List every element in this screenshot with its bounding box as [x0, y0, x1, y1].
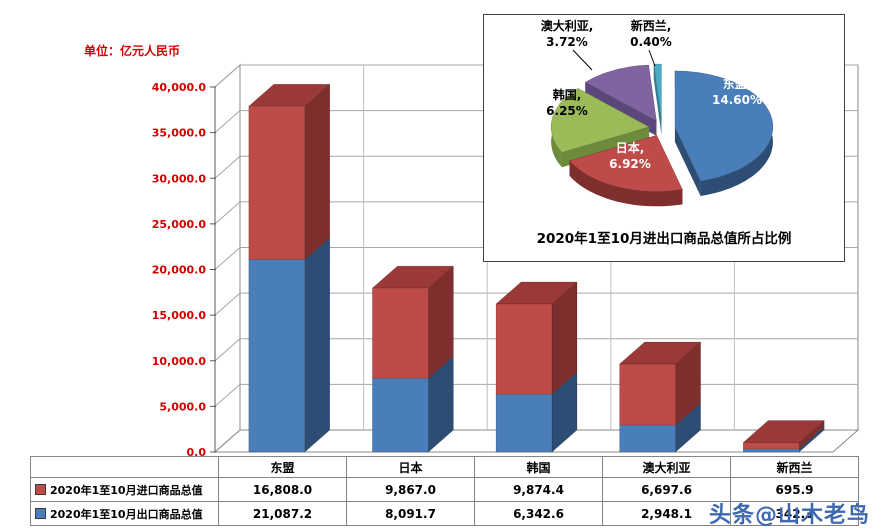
export-legend-cell: 2020年1至10月出口商品总值: [30, 501, 219, 526]
import-bar-front: [619, 363, 676, 426]
import-bar-front: [372, 287, 429, 379]
export-legend-swatch-icon: [35, 507, 46, 519]
bar-group-0: [248, 83, 331, 453]
category-cell: 韩国: [474, 456, 603, 478]
pie-title: 2020年1至10月进出口商品总值所占比例: [537, 230, 792, 247]
pie-label-pct-2: 6.25%: [546, 104, 588, 118]
y-axis: 0.0 5,000.0 10,000.0 15,000.0 20,000.0 25,000…: [152, 81, 216, 459]
export-bar-front: [495, 393, 553, 453]
pie-slice-0: [674, 70, 774, 182]
export-bar-front: [248, 259, 306, 453]
export-value-cell: 8,091.7: [346, 501, 475, 526]
import-bar-front: [742, 442, 800, 450]
pie-slice-face: [653, 64, 662, 135]
import-series-label: 2020年1至10月进口商品总值: [50, 483, 203, 497]
pie-label-pct-4: 0.40%: [630, 35, 672, 49]
import-legend-cell: 2020年1至10月进口商品总值: [30, 477, 219, 502]
leader-line-australia: [572, 49, 593, 71]
pie-slice-rim: [569, 160, 683, 207]
import-bar-front: [495, 303, 553, 395]
export-value-cell: 342.3: [730, 501, 859, 526]
y-tick-label: 35,000.0: [152, 127, 207, 140]
data-table: 东盟 日本 韩国 澳大利亚 新西兰 2020年1至10月进口商品总值 16,80…: [30, 456, 859, 526]
export-series-label: 2020年1至10月出口商品总值: [50, 507, 203, 521]
import-legend-swatch-icon: [35, 483, 46, 495]
category-cell: 日本: [346, 456, 475, 478]
pie-slice-face: [674, 126, 701, 196]
category-header-row: 东盟 日本 韩国 澳大利亚 新西兰: [30, 456, 859, 478]
table-corner-cell: [30, 456, 219, 478]
pie-slice-4: [653, 63, 662, 121]
category-cell: 新西兰: [730, 456, 859, 478]
import-value-cell: 695.9: [730, 477, 859, 502]
export-series-row: 2020年1至10月出口商品总值 21,087.2 8,091.7 6,342.…: [30, 501, 859, 526]
y-tick-label: 0.0: [187, 446, 207, 459]
export-bar-front: [742, 448, 800, 453]
pie-label-name-1: 日本,: [616, 140, 645, 155]
y-tick-label: 30,000.0: [152, 172, 207, 185]
bar-group-3: [618, 341, 702, 453]
y-axis-unit-label: 单位：亿元人民币: [84, 44, 181, 58]
pie-label-name-3: 澳大利亚,: [541, 18, 594, 33]
y-tick-label: 25,000.0: [152, 218, 207, 231]
pie-label-pct-3: 3.72%: [546, 35, 588, 49]
import-value-cell: 16,808.0: [218, 477, 347, 502]
import-bar-side: [304, 83, 331, 261]
y-tick-label: 40,000.0: [152, 81, 207, 94]
y-tick-label: 5,000.0: [159, 400, 206, 413]
pie-label-pct-0: 14.60%: [712, 93, 762, 107]
pie-inset: 东盟, 14.60% 日本, 6.92% 韩国, 6.25% 澳大利亚, 3.72% 新西兰, 0…: [483, 14, 845, 262]
bar-group-4: [742, 419, 825, 453]
leader-line-newzealand: [648, 49, 656, 67]
import-bar-top: [495, 281, 578, 305]
import-bar-top: [248, 83, 331, 107]
import-bar-front: [248, 105, 306, 260]
import-series-row: 2020年1至10月进口商品总值 16,808.0 9,867.0 9,874.…: [30, 477, 859, 502]
category-cell: 澳大利亚: [602, 456, 731, 478]
bar-group-2: [495, 281, 578, 453]
watermark: 头条@山木老鸟: [708, 503, 870, 528]
export-value-cell: 2,948.1: [602, 501, 731, 526]
import-value-cell: 9,874.4: [474, 477, 603, 502]
pie-slice-3: [584, 64, 657, 122]
import-value-cell: 6,697.6: [602, 477, 731, 502]
export-value-cell: 21,087.2: [218, 501, 347, 526]
pie-label-name-4: 新西兰,: [631, 18, 672, 33]
import-bar-top: [371, 265, 455, 289]
bars: [248, 83, 825, 453]
y-tick-label: 15,000.0: [152, 309, 207, 322]
pie-label-name-2: 韩国,: [553, 87, 582, 102]
pie-inset-border: [483, 14, 845, 262]
pie-label-pct-1: 6.92%: [609, 157, 651, 171]
export-bar-front: [372, 377, 429, 453]
pie-slice-2: [550, 88, 650, 153]
import-bar-top: [742, 420, 825, 443]
import-value-cell: 9,867.0: [346, 477, 475, 502]
y-tick-label: 20,000.0: [152, 264, 207, 277]
pie-labels: 东盟, 14.60% 日本, 6.92% 韩国, 6.25% 澳大利亚, 3.72% 新西兰, 0…: [541, 18, 762, 171]
chart-canvas: 0.0 5,000.0 10,000.0 15,000.0 20,000.0 25,000…: [152, 14, 860, 459]
pie-slice-1: [569, 135, 683, 192]
category-cell: 东盟: [218, 456, 347, 478]
export-value-cell: 6,342.6: [474, 501, 603, 526]
export-bar-front: [619, 424, 676, 453]
export-bar-side: [304, 237, 331, 453]
pie-label-name-0: 东盟,: [723, 76, 752, 91]
pie-chart: [550, 63, 774, 207]
bar-group-1: [371, 265, 455, 453]
y-tick-label: 10,000.0: [152, 355, 207, 368]
